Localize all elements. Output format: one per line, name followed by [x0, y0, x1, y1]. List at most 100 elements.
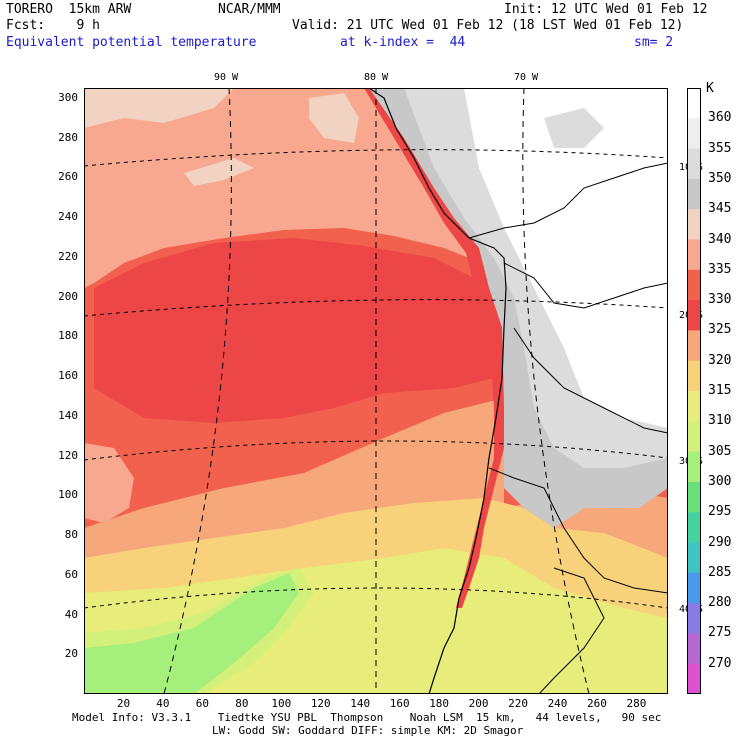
y-tick-label: 160 — [58, 369, 78, 383]
x-tick-label: 180 — [429, 697, 450, 710]
coastline — [368, 88, 507, 694]
region-340-c — [184, 158, 254, 186]
y-tick-label: 20 — [64, 647, 78, 661]
x-tick-label: 20 — [116, 697, 131, 710]
border-patagonia — [538, 567, 605, 694]
x-tick-label: 120 — [310, 697, 331, 710]
lon-label-90w: 90 W — [214, 72, 239, 83]
x-tick-label: 280 — [626, 697, 647, 710]
x-tick-label: 140 — [350, 697, 371, 710]
colorbar-swatch — [687, 239, 701, 271]
colorbar-swatch — [687, 300, 701, 331]
coastal-strip — [364, 88, 504, 608]
y-tick-label: 200 — [58, 289, 78, 303]
level-index: at k-index = 44 — [340, 35, 466, 50]
colorbar-level-label: 310 — [708, 413, 732, 429]
colorbar-swatch — [687, 603, 701, 634]
y-tick-label: 100 — [58, 488, 78, 502]
y-tick-label: 120 — [58, 448, 78, 462]
physics-info: LW: Godd SW: Goddard DIFF: simple KM: 2D… — [212, 724, 524, 737]
colorbar-swatch — [687, 269, 701, 301]
x-tick-label: 160 — [389, 697, 410, 710]
map-frame — [84, 88, 668, 694]
colorbar-level-label: 285 — [708, 564, 732, 580]
border-peru-brazil — [468, 162, 668, 239]
colorbar-swatch — [687, 209, 701, 240]
colorbar-swatch — [687, 481, 701, 513]
colorbar-level-label: 300 — [708, 473, 732, 489]
colorbar-level-label: 305 — [708, 443, 732, 459]
x-tick-label: 80 — [235, 697, 249, 710]
y-tick-label: 280 — [58, 130, 78, 144]
center-name: NCAR/MMM — [218, 2, 281, 17]
lon-line-70w — [522, 88, 590, 694]
colorbar-level-label: 270 — [708, 655, 732, 671]
field-name: Equivalent potential temperature — [6, 35, 257, 50]
lat-line-30s — [84, 440, 668, 461]
region-340-b — [309, 93, 359, 143]
colorbar — [687, 88, 701, 694]
land-patch — [544, 108, 604, 148]
x-tick-label: 100 — [271, 697, 292, 710]
region-340-a — [84, 88, 234, 128]
y-tick-label: 60 — [64, 567, 78, 581]
region-335-west — [84, 443, 134, 523]
y-tick-label: 300 — [58, 90, 78, 104]
region-300 — [84, 573, 299, 694]
colorbar-swatch — [687, 663, 701, 694]
y-tick-label: 220 — [58, 249, 78, 263]
colorbar-swatch — [687, 572, 701, 604]
theta-e-map — [84, 88, 668, 694]
colorbar-swatch — [687, 542, 701, 574]
y-tick-label: 140 — [58, 408, 78, 422]
x-tick-label: 60 — [195, 697, 209, 710]
colorbar-level-label: 350 — [708, 170, 732, 186]
y-tick-label: 180 — [58, 329, 78, 343]
valid-time: Valid: 21 UTC Wed 01 Feb 12 (18 LST Wed … — [292, 18, 684, 33]
x-tick-label: 240 — [547, 697, 568, 710]
colorbar-swatch — [687, 391, 701, 422]
lat-line-10s — [84, 149, 668, 167]
x-tick-label: 200 — [468, 697, 489, 710]
y-tick-label: 80 — [64, 528, 78, 542]
region-325-core — [94, 238, 504, 423]
colorbar-swatch — [687, 451, 701, 483]
lon-label-80w: 80 W — [364, 72, 389, 83]
colorbar-level-label: 345 — [708, 201, 732, 217]
colorbar-level-label: 280 — [708, 595, 732, 611]
colorbar-unit: K — [706, 81, 714, 96]
colorbar-swatch — [687, 148, 701, 180]
y-tick-label: 240 — [58, 210, 78, 224]
land-360 — [464, 88, 668, 428]
y-tick-label: 40 — [64, 607, 78, 621]
init-time: Init: 12 UTC Wed 01 Feb 12 — [504, 2, 708, 17]
border-chile-argentina — [488, 467, 668, 594]
model-title: TORERO 15km ARW — [6, 2, 132, 17]
colorbar-level-label: 335 — [708, 261, 732, 277]
lat-line-20s — [84, 299, 668, 317]
x-tick-label: 260 — [587, 697, 607, 710]
smoothing: sm= 2 — [634, 35, 674, 50]
colorbar-level-label: 315 — [708, 383, 732, 398]
colorbar-level-label: 340 — [708, 231, 732, 247]
lon-line-90w — [163, 88, 232, 694]
lon-label-70w: 70 W — [514, 72, 539, 83]
colorbar-level-label: 325 — [708, 322, 732, 338]
colorbar-level-label: 355 — [708, 140, 732, 156]
colorbar-level-label: 295 — [708, 504, 732, 520]
colorbar-swatch — [687, 330, 701, 362]
x-tick-label: 220 — [508, 697, 528, 710]
colorbar-swatch — [687, 421, 701, 453]
colorbar-swatch — [687, 633, 701, 665]
colorbar-level-label: 290 — [708, 534, 732, 550]
colorbar-level-label: 320 — [708, 352, 732, 368]
colorbar-level-label: 275 — [708, 625, 732, 641]
border-argentina — [513, 327, 668, 434]
colorbar-swatch — [687, 88, 701, 119]
colorbar-level-label: 360 — [708, 110, 732, 126]
x-tick-label: 40 — [156, 697, 170, 710]
colorbar-swatch — [687, 360, 701, 392]
lat-line-40s — [84, 587, 668, 609]
colorbar-level-label: 330 — [708, 292, 732, 308]
colorbar-swatch — [687, 118, 701, 150]
